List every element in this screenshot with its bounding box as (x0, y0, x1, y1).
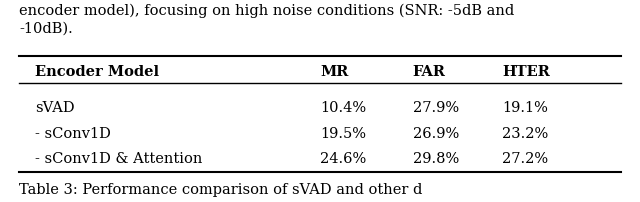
Text: 10.4%: 10.4% (320, 101, 366, 115)
Text: 24.6%: 24.6% (320, 152, 366, 165)
Text: Table 3: Performance comparison of sVAD and other d: Table 3: Performance comparison of sVAD … (19, 182, 422, 196)
Text: MR: MR (320, 65, 348, 79)
Text: 27.9%: 27.9% (413, 101, 459, 115)
Text: - sConv1D & Attention: - sConv1D & Attention (35, 152, 203, 165)
Text: 19.5%: 19.5% (320, 126, 366, 140)
Text: HTER: HTER (502, 65, 550, 79)
Text: Encoder Model: Encoder Model (35, 65, 159, 79)
Text: sVAD: sVAD (35, 101, 75, 115)
Text: - sConv1D: - sConv1D (35, 126, 111, 140)
Text: FAR: FAR (413, 65, 446, 79)
Text: 19.1%: 19.1% (502, 101, 548, 115)
Text: 29.8%: 29.8% (413, 152, 459, 165)
Text: 23.2%: 23.2% (502, 126, 548, 140)
Text: encoder model), focusing on high noise conditions (SNR: -5dB and
-10dB).: encoder model), focusing on high noise c… (19, 4, 515, 36)
Text: 27.2%: 27.2% (502, 152, 548, 165)
Text: 26.9%: 26.9% (413, 126, 459, 140)
